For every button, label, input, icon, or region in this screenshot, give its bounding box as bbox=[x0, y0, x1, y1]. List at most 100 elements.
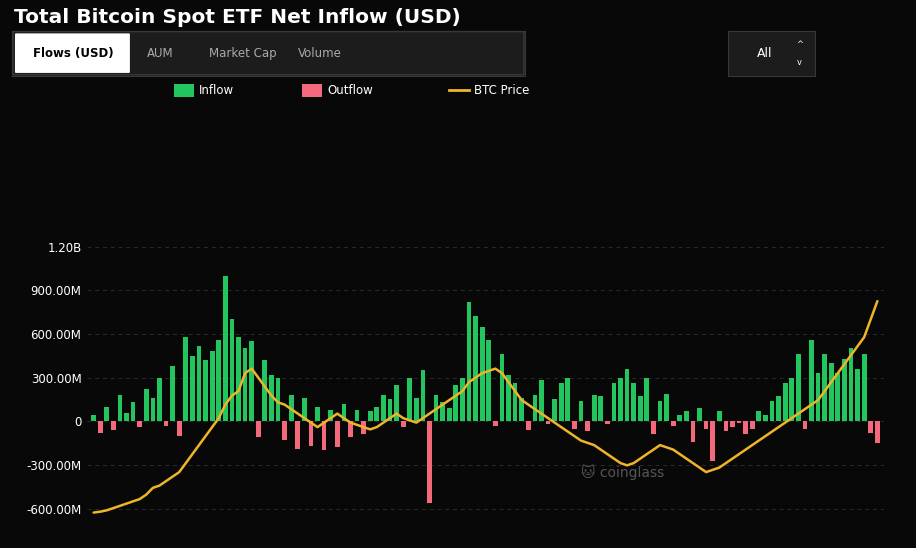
Bar bbox=[769, 401, 774, 421]
Bar bbox=[856, 369, 860, 421]
Bar bbox=[460, 378, 464, 421]
Bar bbox=[243, 349, 247, 421]
Bar bbox=[816, 373, 821, 421]
Bar bbox=[493, 421, 497, 426]
Bar bbox=[532, 395, 538, 421]
Bar bbox=[368, 411, 373, 421]
Bar bbox=[111, 421, 115, 430]
Bar bbox=[717, 411, 722, 421]
Bar bbox=[499, 354, 505, 421]
Bar bbox=[394, 385, 399, 421]
Bar bbox=[625, 369, 629, 421]
Bar bbox=[572, 421, 577, 429]
Text: All: All bbox=[757, 47, 772, 60]
Bar bbox=[710, 421, 715, 460]
Bar bbox=[447, 408, 452, 421]
Bar bbox=[289, 395, 293, 421]
Bar bbox=[750, 421, 755, 429]
Bar bbox=[757, 411, 761, 421]
Text: ^: ^ bbox=[796, 39, 803, 49]
Bar bbox=[585, 421, 590, 431]
Bar bbox=[796, 354, 801, 421]
Bar bbox=[638, 397, 643, 421]
Bar bbox=[664, 393, 669, 421]
Bar bbox=[387, 399, 392, 421]
Bar bbox=[466, 302, 472, 421]
Bar bbox=[164, 421, 169, 426]
Bar bbox=[513, 384, 518, 421]
Bar bbox=[835, 373, 840, 421]
Bar bbox=[875, 421, 879, 443]
Bar bbox=[150, 398, 155, 421]
Bar bbox=[671, 421, 676, 426]
Bar bbox=[651, 421, 656, 435]
Bar bbox=[216, 340, 221, 421]
Bar bbox=[177, 421, 181, 436]
Bar bbox=[282, 421, 287, 440]
Bar bbox=[829, 363, 834, 421]
Bar bbox=[519, 398, 524, 421]
Bar bbox=[256, 421, 261, 437]
Bar bbox=[361, 421, 366, 435]
Bar bbox=[691, 421, 695, 442]
Bar bbox=[328, 409, 333, 421]
Bar bbox=[565, 378, 570, 421]
Bar bbox=[678, 415, 682, 421]
Bar bbox=[743, 421, 748, 435]
Bar bbox=[401, 421, 406, 427]
Bar bbox=[802, 421, 807, 429]
Bar bbox=[190, 356, 195, 421]
Bar bbox=[552, 399, 557, 421]
Bar bbox=[783, 384, 788, 421]
Text: AUM: AUM bbox=[147, 47, 174, 60]
Bar bbox=[862, 354, 867, 421]
Bar bbox=[276, 378, 280, 421]
Bar bbox=[104, 407, 109, 421]
Bar bbox=[592, 395, 596, 421]
Bar bbox=[579, 401, 583, 421]
Bar bbox=[776, 397, 781, 421]
FancyBboxPatch shape bbox=[13, 32, 524, 75]
Bar bbox=[433, 395, 439, 421]
Text: Inflow: Inflow bbox=[199, 84, 234, 97]
Bar bbox=[790, 378, 794, 421]
Bar bbox=[453, 385, 458, 421]
Bar bbox=[697, 408, 702, 421]
Bar bbox=[335, 421, 340, 448]
Bar bbox=[763, 415, 768, 421]
Text: Market Cap: Market Cap bbox=[209, 47, 277, 60]
Bar bbox=[730, 421, 735, 427]
Bar bbox=[618, 378, 623, 421]
Bar bbox=[848, 349, 854, 421]
Bar bbox=[605, 421, 610, 424]
Bar bbox=[441, 402, 445, 421]
Bar bbox=[486, 340, 491, 421]
Bar bbox=[348, 421, 353, 437]
Bar bbox=[823, 354, 827, 421]
Text: 🐱 coinglass: 🐱 coinglass bbox=[581, 464, 664, 480]
Text: v: v bbox=[797, 58, 802, 67]
Bar bbox=[263, 360, 267, 421]
Bar bbox=[559, 384, 563, 421]
Bar bbox=[137, 421, 142, 427]
Bar bbox=[249, 341, 254, 421]
Bar bbox=[131, 402, 136, 421]
Bar bbox=[703, 421, 708, 429]
Bar bbox=[427, 421, 431, 503]
Bar bbox=[170, 366, 175, 421]
Bar bbox=[507, 375, 511, 421]
Bar bbox=[480, 327, 485, 421]
Bar bbox=[315, 407, 320, 421]
Bar bbox=[197, 346, 202, 421]
Bar bbox=[322, 421, 326, 450]
Bar bbox=[117, 395, 123, 421]
Bar bbox=[342, 404, 346, 421]
Bar bbox=[144, 389, 148, 421]
Bar bbox=[526, 421, 530, 430]
Bar bbox=[474, 316, 478, 421]
Bar bbox=[612, 384, 616, 421]
Bar bbox=[98, 421, 103, 433]
Bar bbox=[842, 358, 846, 421]
Bar bbox=[183, 337, 188, 421]
Bar bbox=[645, 378, 649, 421]
